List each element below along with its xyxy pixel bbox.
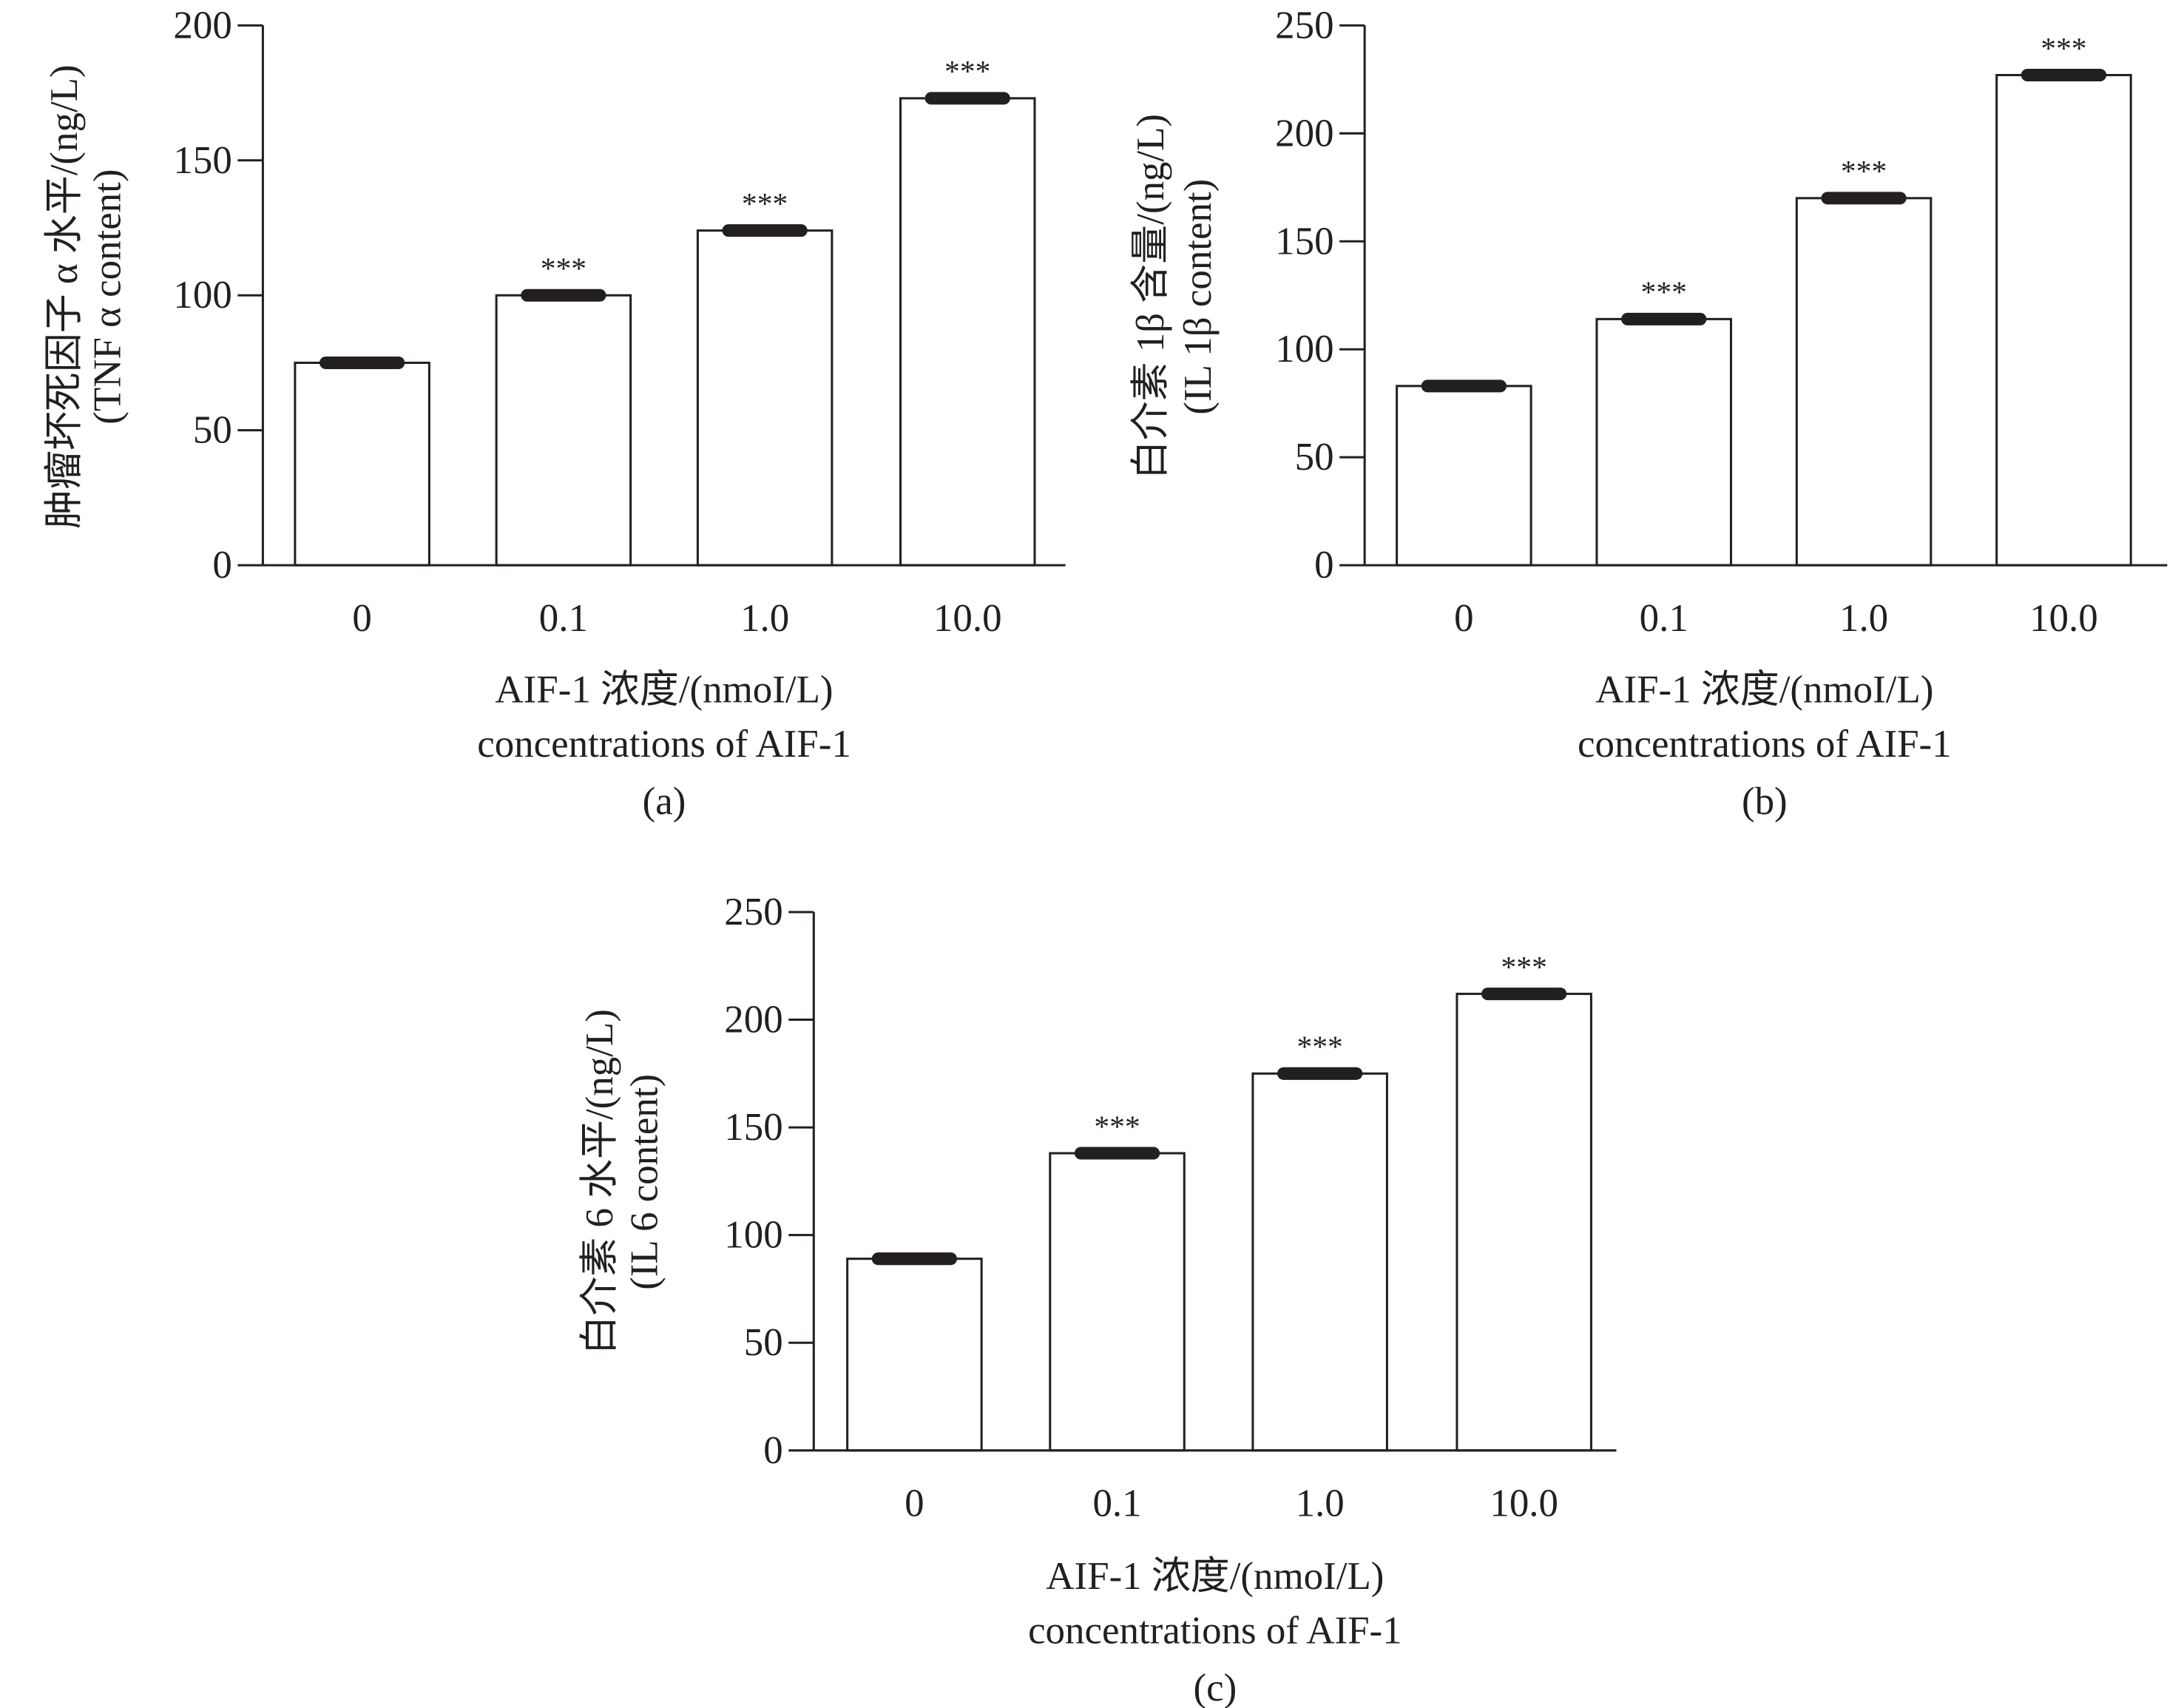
bar-c-0 bbox=[846, 1258, 983, 1452]
y-tick-label-b-3: 150 bbox=[1275, 220, 1333, 263]
x-axis-title-a-line2: concentrations of AIF-1 bbox=[477, 723, 851, 766]
plot-area-c: *** *** *** 0 50 100 150 200 250 0 0.1 1.0 10.0 bbox=[724, 891, 1617, 1525]
y-tick-label-a-2: 100 bbox=[173, 274, 231, 317]
x-axis-title-a-line1: AIF-1 浓度/(nmoI/L) bbox=[495, 668, 833, 711]
y-axis-title-b-line2: (IL 1β content) bbox=[1177, 179, 1220, 415]
y-tick-label-c-3: 150 bbox=[724, 1106, 782, 1149]
y-axis-title-c-line2: (IL 6 content) bbox=[623, 1074, 666, 1290]
panel-a: *** *** *** 0 50 100 150 200 0 0.1 1.0 10.0 肿瘤坏死因子 … bbox=[43, 4, 1066, 823]
panel-label-c: (c) bbox=[1193, 1667, 1237, 1708]
y-tick-label-b-5: 250 bbox=[1275, 4, 1333, 47]
significance-label-b-3: *** bbox=[2041, 31, 2086, 65]
y-tick-label-b-4: 200 bbox=[1275, 112, 1333, 155]
y-tick-label-a-4: 200 bbox=[173, 4, 231, 47]
x-axis-title-b-line2: concentrations of AIF-1 bbox=[1578, 723, 1952, 766]
x-tick-label-c-3: 10.0 bbox=[1490, 1482, 1558, 1525]
y-tick-label-a-0: 0 bbox=[212, 544, 231, 587]
bar-c-2 bbox=[1251, 1072, 1388, 1452]
significance-label-a-3: *** bbox=[944, 54, 990, 88]
x-tick-label-b-2: 1.0 bbox=[1839, 597, 1888, 640]
significance-label-a-1: *** bbox=[541, 252, 586, 286]
y-axis-title-a-line1: 肿瘤坏死因子 α 水平/(ng/L) bbox=[43, 64, 86, 528]
bar-b-0 bbox=[1396, 385, 1532, 567]
plot-area-b: *** *** *** 0 50 100 150 200 250 0 0.1 1.0 10.0 bbox=[1275, 4, 2168, 640]
panel-b: *** *** *** 0 50 100 150 200 250 0 0.1 1.0 10.0 白介素 … bbox=[1129, 4, 2168, 823]
panel-c: *** *** *** 0 50 100 150 200 250 0 0.1 1.0 10.0 白介素 … bbox=[578, 891, 1617, 1708]
y-tick-label-c-0: 0 bbox=[763, 1429, 782, 1472]
x-tick-label-a-0: 0 bbox=[352, 597, 371, 640]
y-tick-label-c-2: 100 bbox=[724, 1214, 782, 1257]
bar-a-2 bbox=[696, 229, 834, 567]
bar-c-1 bbox=[1049, 1152, 1186, 1452]
bar-b-1 bbox=[1595, 317, 1732, 567]
bar-b-2 bbox=[1795, 197, 1933, 567]
x-tick-label-b-1: 0.1 bbox=[1640, 597, 1688, 640]
significance-label-c-3: *** bbox=[1501, 950, 1546, 984]
bar-c-3 bbox=[1456, 993, 1592, 1452]
bar-a-3 bbox=[899, 97, 1036, 567]
bar-b-3 bbox=[1995, 73, 2132, 567]
significance-label-a-2: *** bbox=[742, 186, 788, 220]
y-tick-label-c-4: 200 bbox=[724, 999, 782, 1042]
x-tick-label-c-2: 1.0 bbox=[1296, 1482, 1345, 1525]
x-tick-label-a-2: 1.0 bbox=[740, 597, 789, 640]
x-axis-title-b-line1: AIF-1 浓度/(nmoI/L) bbox=[1595, 668, 1933, 711]
panel-label-a: (a) bbox=[643, 780, 686, 823]
panel-label-b: (b) bbox=[1742, 780, 1788, 823]
x-tick-label-c-0: 0 bbox=[905, 1482, 924, 1525]
x-tick-label-b-0: 0 bbox=[1454, 597, 1473, 640]
x-axis-title-c-line2: concentrations of AIF-1 bbox=[1028, 1610, 1402, 1653]
x-tick-label-c-1: 0.1 bbox=[1092, 1482, 1141, 1525]
x-tick-label-a-1: 0.1 bbox=[539, 597, 588, 640]
y-axis-title-c-line1: 白介素 6 水平/(ng/L) bbox=[578, 1009, 621, 1354]
y-tick-label-b-0: 0 bbox=[1314, 544, 1333, 587]
y-axis-title-a-line2: (TNF α content) bbox=[87, 169, 129, 425]
significance-label-b-2: *** bbox=[1841, 154, 1887, 188]
significance-label-c-2: *** bbox=[1296, 1030, 1342, 1064]
plot-area-a: *** *** *** 0 50 100 150 200 0 0.1 1.0 10.0 bbox=[173, 4, 1066, 640]
x-tick-label-b-3: 10.0 bbox=[2029, 597, 2098, 640]
y-tick-label-a-3: 150 bbox=[173, 139, 231, 182]
bar-a-0 bbox=[294, 361, 430, 567]
significance-label-c-1: *** bbox=[1094, 1109, 1140, 1143]
x-axis-title-c-line1: AIF-1 浓度/(nmoI/L) bbox=[1046, 1555, 1384, 1598]
y-axis-title-b-line1: 白介素 1β 含量/(ng/L) bbox=[1129, 114, 1172, 479]
x-tick-label-a-3: 10.0 bbox=[933, 597, 1002, 640]
y-tick-label-c-1: 50 bbox=[744, 1321, 783, 1364]
bar-a-1 bbox=[495, 294, 632, 567]
significance-label-b-1: *** bbox=[1641, 275, 1687, 309]
y-tick-label-a-1: 50 bbox=[193, 409, 232, 452]
y-tick-label-c-5: 250 bbox=[724, 891, 782, 934]
y-tick-label-b-1: 50 bbox=[1295, 436, 1334, 479]
y-tick-label-b-2: 100 bbox=[1275, 328, 1333, 371]
